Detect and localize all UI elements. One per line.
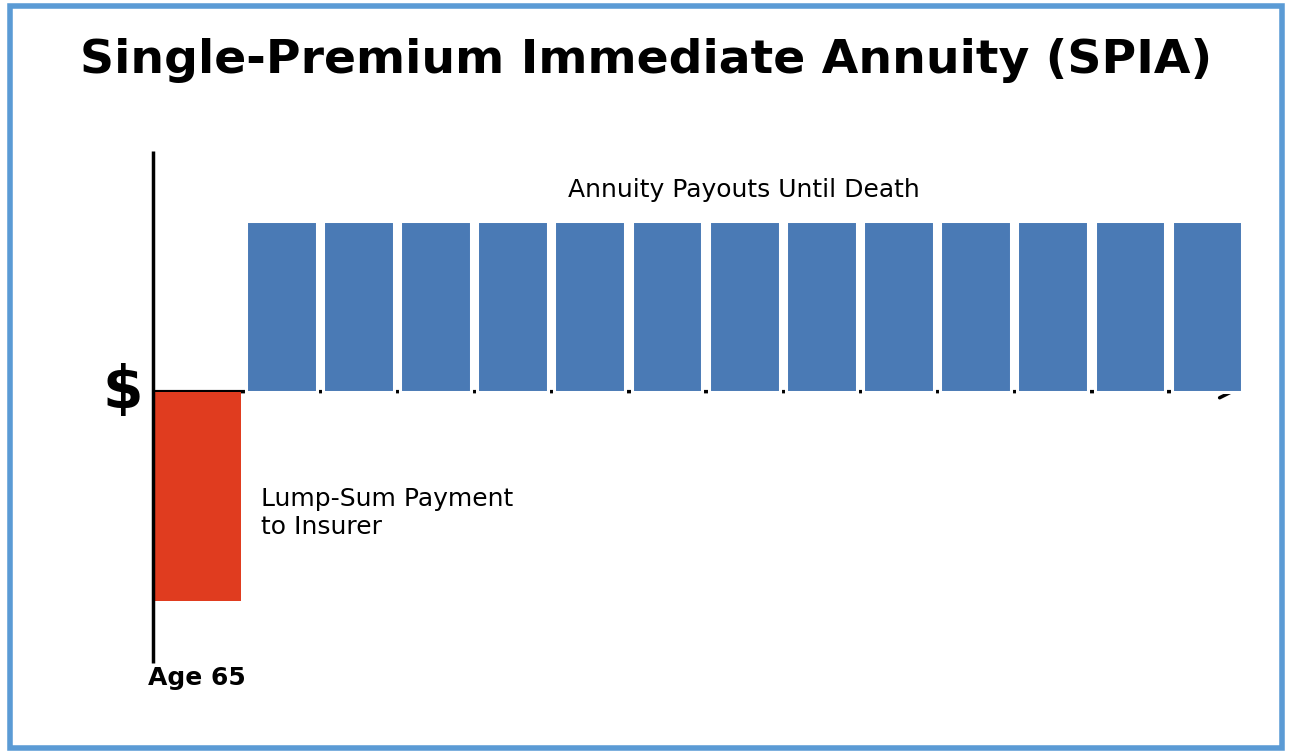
Bar <box>401 221 470 391</box>
Text: Single-Premium Immediate Annuity (SPIA): Single-Premium Immediate Annuity (SPIA) <box>80 38 1212 83</box>
Bar <box>632 221 703 391</box>
Text: Lump-Sum Payment
to Insurer: Lump-Sum Payment to Insurer <box>261 487 513 539</box>
Text: $: $ <box>102 363 143 420</box>
Bar <box>786 221 857 391</box>
Bar <box>152 391 240 601</box>
Bar <box>941 221 1010 391</box>
Text: Age 65: Age 65 <box>147 667 245 690</box>
Bar <box>863 221 934 391</box>
Text: Annuity Payouts Until Death: Annuity Payouts Until Death <box>568 179 920 202</box>
Bar <box>1094 221 1165 391</box>
Bar <box>554 221 625 391</box>
Bar <box>477 221 548 391</box>
Bar <box>1017 221 1088 391</box>
Bar <box>323 221 394 391</box>
Bar <box>1172 221 1243 391</box>
Bar <box>245 221 317 391</box>
Bar <box>709 221 779 391</box>
